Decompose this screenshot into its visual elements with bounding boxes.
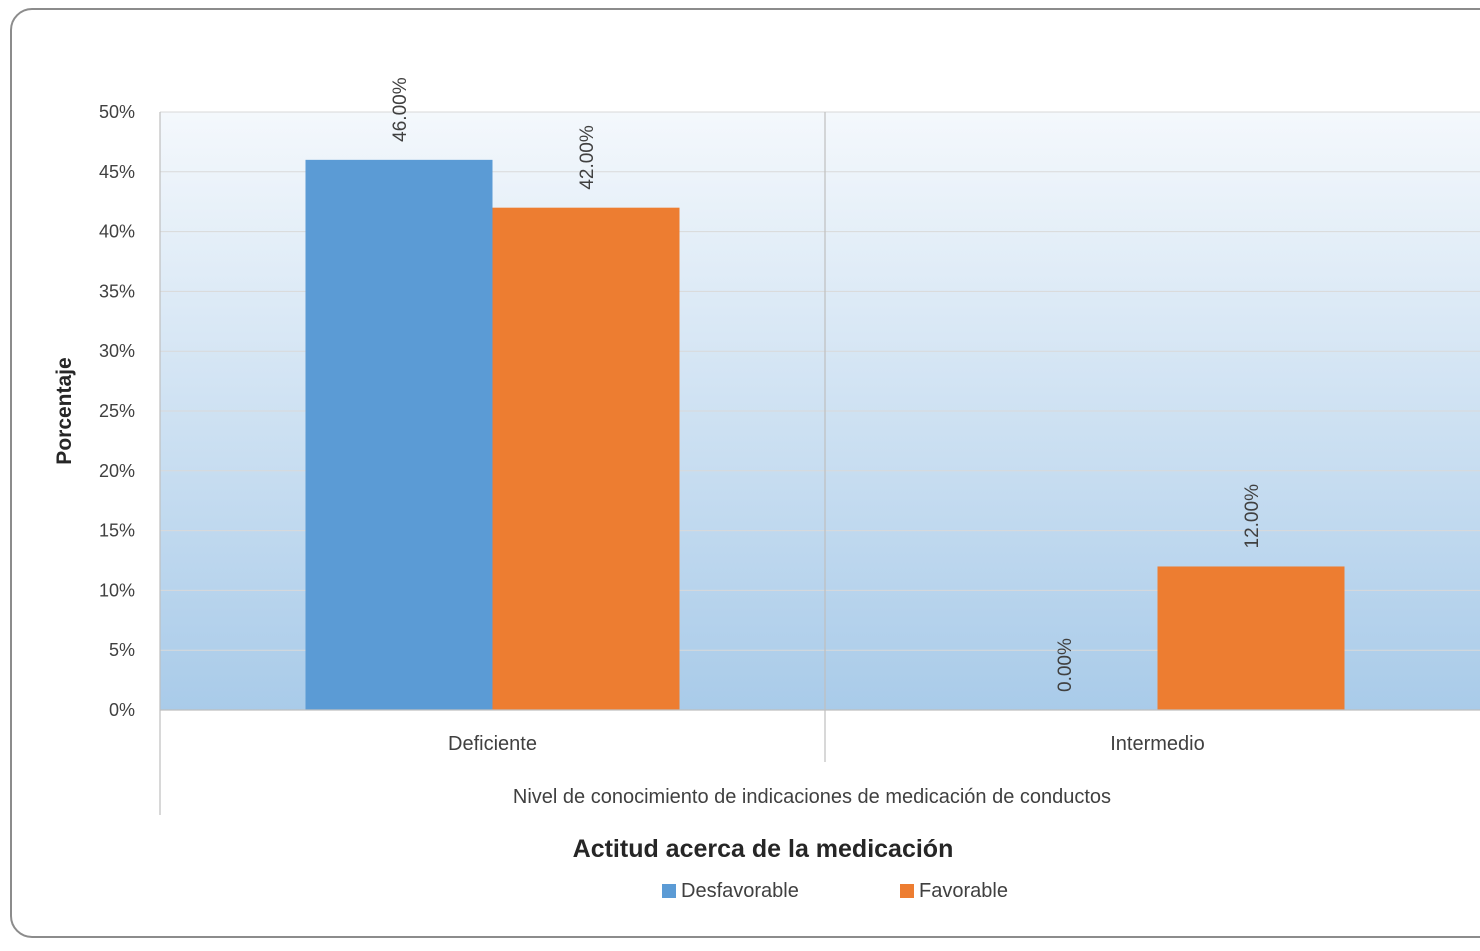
y-axis-title: Porcentaje — [53, 357, 76, 464]
y-tick-label: 10% — [99, 580, 135, 600]
y-tick-label: 0% — [109, 700, 135, 720]
y-tick-label: 30% — [99, 341, 135, 361]
x-category-label: Intermedio — [1110, 733, 1205, 755]
data-label: 0.00% — [1055, 638, 1076, 692]
data-labels: 46.00% 0.00% 42.00% 12.00% — [390, 77, 1263, 692]
data-label: 46.00% — [390, 77, 411, 142]
bar-favorable-intermedio — [1157, 566, 1345, 710]
category-group-label: Nivel de conocimiento de indicaciones de… — [513, 786, 1111, 808]
data-label: 42.00% — [577, 125, 598, 190]
bars — [305, 159, 1345, 711]
y-tick-label: 40% — [99, 222, 135, 242]
y-tick-label: 15% — [99, 521, 135, 541]
axes: 0% 5% 10% 15% 20% 25% 30% 35% 40% 45% 50% Deficient… — [99, 102, 1480, 815]
y-tick-label: 5% — [109, 640, 135, 660]
legend-label-desfavorable: Desfavorable — [681, 880, 799, 902]
y-tick-label: 35% — [99, 281, 135, 301]
y-tick-label: 20% — [99, 461, 135, 481]
y-tick-label: 50% — [99, 102, 135, 122]
legend-swatch-favorable — [900, 884, 914, 898]
legend-label-favorable: Favorable — [919, 880, 1008, 902]
bar-desfavorable-deficiente — [305, 159, 493, 711]
y-tick-label: 45% — [99, 162, 135, 182]
y-tick-label: 25% — [99, 401, 135, 421]
x-category-label: Deficiente — [448, 733, 537, 755]
legend-swatch-desfavorable — [662, 884, 676, 898]
bar-favorable-deficiente — [492, 207, 680, 710]
legend: Desfavorable Favorable — [662, 880, 1008, 902]
data-label: 12.00% — [1242, 484, 1263, 549]
x-axis-title: Actitud acerca de la medicación — [573, 835, 954, 863]
